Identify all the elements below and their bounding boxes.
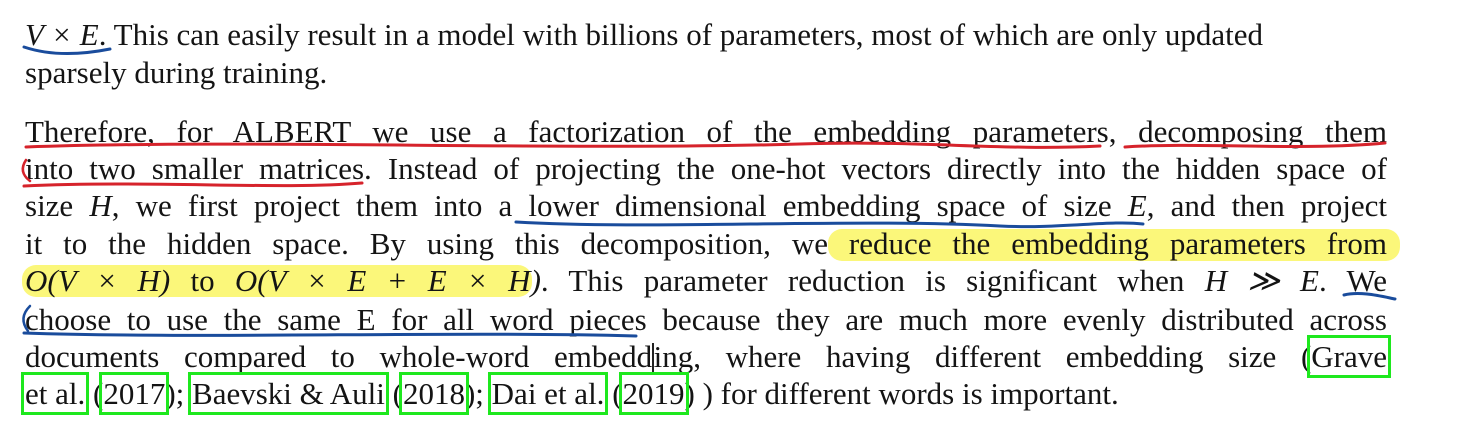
text-segment: . We <box>1319 263 1387 298</box>
text-segment: , we first project them into a lower dim… <box>111 188 1128 223</box>
text-segment: size <box>25 188 90 223</box>
text-segment: ); <box>464 376 484 411</box>
citation-link-2019[interactable]: 2019 <box>618 372 689 415</box>
math-h-gg-e: H ≫ E <box>1204 263 1319 298</box>
text-line-3: Therefore, for ALBERT we use a factoriza… <box>25 114 1387 149</box>
text-segment: ( <box>384 376 403 411</box>
citation-link-2017[interactable]: 2017 <box>99 372 170 415</box>
text-line-4: into two smaller matrices. Instead of pr… <box>25 151 1387 186</box>
text-segment: ) ) for different words is important. <box>684 376 1119 411</box>
text-line-9: documents compared to whole-word embeddi… <box>25 335 1391 378</box>
text-line-5: size H, we first project them into a low… <box>25 187 1387 225</box>
text-segment: ( <box>85 376 104 411</box>
math-h: H <box>89 188 112 223</box>
citation-link-grave-etal[interactable]: et al. <box>20 372 90 415</box>
text-segment: ing, where having different embedding si… <box>653 339 1312 374</box>
text-line-10: et al. (2017); Baevski & Auli (2018); Da… <box>20 372 1387 415</box>
citation-link-baevski-auli[interactable]: Baevski & Auli <box>188 372 389 415</box>
text-segment: . This parameter reduction is significan… <box>540 263 1205 298</box>
text-segment: . This can easily result in a model with… <box>98 17 1263 52</box>
math-o-v-h: O(V × H) <box>25 263 171 298</box>
highlight-line-4 <box>828 229 1400 261</box>
math-v-times-e: V × E <box>25 17 99 52</box>
math-o-v-e-e-h: O(V × E + E × H) <box>234 263 541 298</box>
text-line-7: O(V × H) to O(V × E + E × H). This param… <box>25 262 1387 300</box>
citation-link-dai-etal[interactable]: Dai et al. <box>487 372 609 415</box>
text-cursor <box>652 343 654 373</box>
highlight-line-5 <box>22 265 532 297</box>
math-e: E <box>1127 188 1147 223</box>
citation-link-2018[interactable]: 2018 <box>398 372 469 415</box>
citation-link-grave[interactable]: Grave <box>1307 335 1391 378</box>
text-segment: sparsely during training. <box>25 55 328 90</box>
text-segment: documents compared to whole-word embedd <box>25 339 653 374</box>
text-line-2: sparsely during training. <box>25 54 1387 92</box>
text-segment: , and then project <box>1146 188 1387 223</box>
text-line-6: it to the hidden space. By using this de… <box>25 226 1387 261</box>
text-line-1: V × E. This can easily result in a model… <box>25 16 1387 54</box>
text-line-8: choose to use the same E for all word pi… <box>25 302 1387 337</box>
text-segment: to <box>170 263 235 298</box>
text-segment: ( <box>604 376 623 411</box>
text-segment: ); <box>165 376 185 411</box>
